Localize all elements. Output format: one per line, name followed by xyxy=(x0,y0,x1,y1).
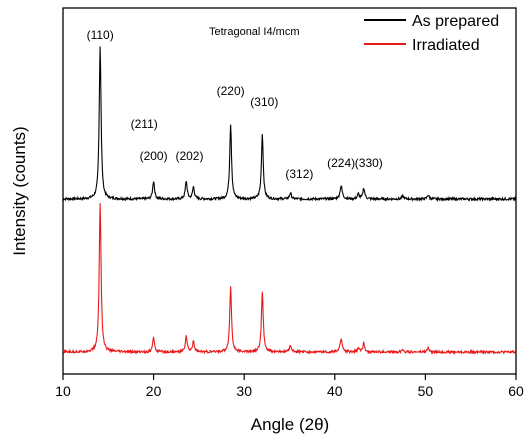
x-tick-label: 20 xyxy=(146,383,162,399)
peak-label: (310) xyxy=(250,95,278,109)
phase-annotation: Tetragonal I4/mcm xyxy=(209,26,299,38)
peak-label: (224) xyxy=(327,156,355,170)
peak-label: (202) xyxy=(175,149,203,163)
x-tick-label: 40 xyxy=(327,383,343,399)
plot-frame xyxy=(62,7,517,375)
x-tick-label: 50 xyxy=(418,383,434,399)
series-line xyxy=(62,46,517,202)
x-tick-label: 30 xyxy=(236,383,252,399)
peak-label: (211) xyxy=(131,117,158,131)
x-axis-title: Angle (2θ) xyxy=(251,415,329,434)
peak-label: (200) xyxy=(140,149,168,163)
series-line xyxy=(62,203,517,356)
legend-label: Irradiated xyxy=(412,37,480,54)
x-tick-label: 10 xyxy=(55,383,71,399)
peak-label: (220) xyxy=(217,84,245,98)
series-lines xyxy=(62,46,517,356)
x-tick-label: 60 xyxy=(508,383,524,399)
peak-label: (110) xyxy=(87,28,114,42)
legend-label: As prepared xyxy=(412,13,499,30)
peak-label: (330) xyxy=(355,156,383,170)
peak-label: (312) xyxy=(285,167,313,181)
peak-labels: (110) (200) (211) (202) (220) (310) (312) (224)… xyxy=(87,28,383,181)
legend: As prepared Irradiated xyxy=(364,13,499,54)
y-axis-title: Intensity (counts) xyxy=(10,126,29,255)
x-axis-ticks: 10 20 30 40 50 60 xyxy=(55,374,524,399)
